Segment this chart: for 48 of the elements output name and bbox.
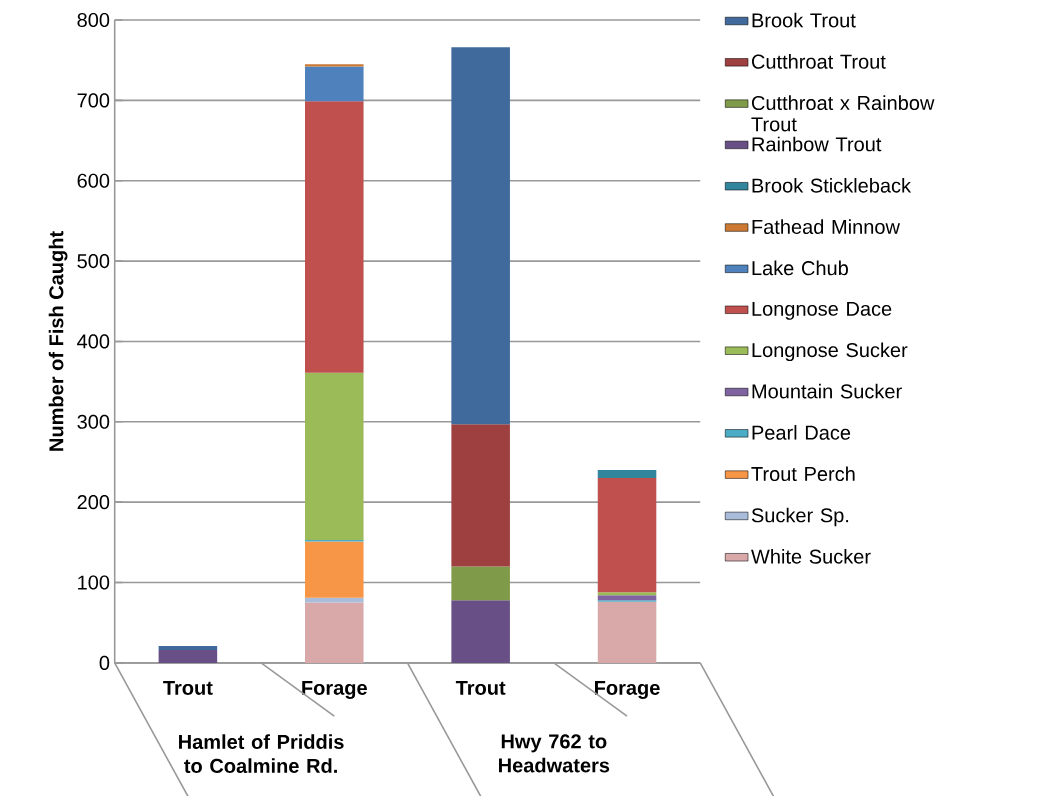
y-tick-label: 200 <box>77 494 110 510</box>
y-tick-label: 100 <box>78 575 110 590</box>
legend-label: Sucker Sp. <box>751 507 849 527</box>
bar <box>597 477 657 593</box>
bar <box>597 592 657 596</box>
y-axis-title: Number of Fish Caught <box>48 230 68 451</box>
bar <box>158 645 218 650</box>
y-tick-label: 300 <box>77 414 110 429</box>
legend-label: Longnose Sucker <box>752 342 908 361</box>
legend-label: White Sucker <box>751 548 871 564</box>
legend-label: Brook Trout <box>752 12 856 28</box>
bar <box>305 64 364 67</box>
legend-label: Cutthroat x Rainbow Trout <box>751 95 935 132</box>
legend-label: Fathead Minnow <box>752 219 900 234</box>
legend-label: Lake Chub <box>752 260 848 276</box>
x-tick-label: Trout <box>455 680 506 695</box>
bar <box>305 66 364 102</box>
legend-label: Longnose Dace <box>752 301 892 320</box>
y-tick-label: 0 <box>99 655 110 670</box>
bar <box>158 649 218 663</box>
bar <box>305 597 364 603</box>
bar <box>451 47 510 425</box>
bar <box>305 372 364 540</box>
bar <box>451 600 510 663</box>
bar <box>597 595 657 601</box>
x-tick-label: Forage <box>595 680 660 699</box>
y-tick-label: 400 <box>77 334 110 349</box>
legend-label: Rainbow Trout <box>752 136 882 152</box>
legend-label: Brook Stickleback <box>752 177 912 193</box>
bar <box>451 424 510 567</box>
text: Hamlet of Priddis to Coalmine Rd. <box>179 734 344 773</box>
bar <box>597 469 657 478</box>
bar <box>597 601 657 663</box>
legend-label: Pearl Dace <box>752 424 851 440</box>
y-tick-label: 700 <box>77 93 110 108</box>
legend-label: Trout Perch <box>751 466 855 481</box>
bar <box>305 101 364 373</box>
text: Hwy 762 to Headwaters <box>499 734 610 773</box>
bar <box>305 602 364 663</box>
bar <box>451 566 510 601</box>
legend-label: Cutthroat Trout <box>751 53 886 69</box>
y-tick-label: 800 <box>77 12 110 27</box>
bar <box>305 541 364 598</box>
legend-label: Mountain Sucker <box>752 383 902 399</box>
y-tick-label: 600 <box>77 173 110 188</box>
x-tick-label: Trout <box>163 680 213 695</box>
y-tick-label: 500 <box>77 253 110 269</box>
x-tick-label: Forage <box>302 680 367 699</box>
